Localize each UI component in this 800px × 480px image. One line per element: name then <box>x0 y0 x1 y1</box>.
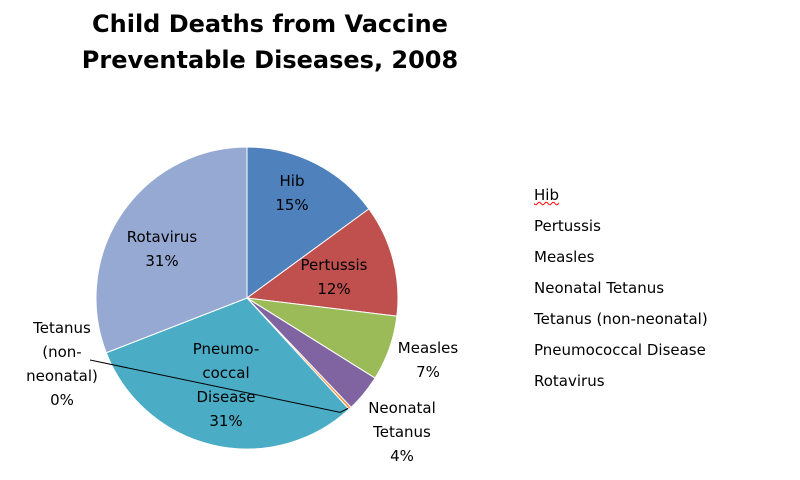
legend: Hib Pertussis Measles Neonatal Tetanus T… <box>534 184 708 401</box>
data-label-pertussis: Pertussis 12% <box>301 256 368 298</box>
legend-item-neonatal-tetanus: Neonatal Tetanus <box>534 279 665 297</box>
legend-item-pertussis: Pertussis <box>534 217 601 235</box>
data-label-tetanus-non-neonatal: Tetanus (non-neonatal) 0% <box>26 319 98 409</box>
pie-slice-pertussis <box>245 208 399 317</box>
leader-line-tetanus-non-neonatal <box>89 359 349 413</box>
legend-item-rotavirus: Rotavirus <box>534 372 605 390</box>
data-label-rotavirus: Rotavirus 31% <box>127 228 198 270</box>
pie-slice-hib <box>246 146 370 299</box>
data-label-hib: Hib 15% <box>275 172 308 214</box>
chart-title-line-1: Child Deaths from Vaccine <box>92 10 448 38</box>
pie-slice-pneumococcal-disease <box>105 297 350 450</box>
legend-item-measles: Measles <box>534 248 595 266</box>
data-label-measles: Measles 7% <box>398 339 459 381</box>
chart-title: Child Deaths from Vaccine Preventable Di… <box>40 6 500 78</box>
pie-slice-rotavirus <box>95 146 248 354</box>
legend-item-hib: Hib <box>534 186 559 204</box>
data-label-pneumococcal-disease: Pneumo-coccal Disease 31% <box>193 340 260 430</box>
legend-item-tetanus-non-neonatal: Tetanus (non-neonatal) <box>534 310 708 328</box>
legend-item-pneumococcal: Pneumococcal Disease <box>534 341 706 359</box>
data-label-neonatal-tetanus: Neonatal Tetanus 4% <box>368 399 436 465</box>
chart-title-line-2: Preventable Diseases, 2008 <box>81 46 459 74</box>
